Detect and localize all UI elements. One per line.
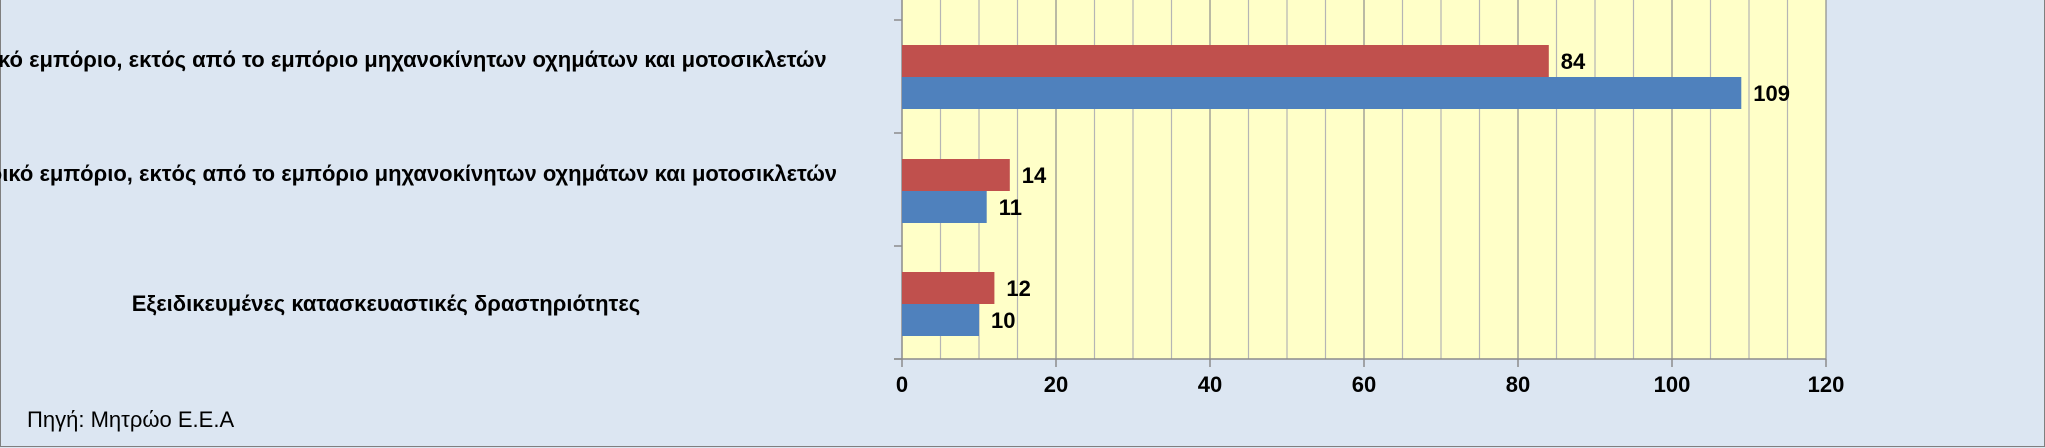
x-tick-label: 60	[1352, 372, 1376, 397]
bar	[902, 272, 995, 304]
data-label: 11	[999, 195, 1022, 220]
bar	[902, 159, 1010, 191]
bar	[902, 45, 1549, 77]
x-tick-label: 80	[1506, 372, 1530, 397]
bar	[902, 304, 979, 336]
bar	[902, 77, 1742, 109]
data-label: 12	[1006, 276, 1030, 301]
x-tick-label: 100	[1654, 372, 1691, 397]
source-note: Πηγή: Μητρώο Ε.Ε.Α	[27, 407, 235, 432]
category-label-retail: Λιανικό εμπόριο, εκτός από το εμπόριο μη…	[0, 47, 827, 72]
x-tick-label: 0	[896, 372, 908, 397]
data-label: 10	[991, 308, 1015, 333]
category-label-wholesale: Χονδρικό εμπόριο, εκτός από το εμπόριο μ…	[0, 161, 838, 186]
data-label: 84	[1561, 49, 1586, 74]
x-tick-label: 40	[1198, 372, 1222, 397]
category-label-construction: Εξειδικευμένες κατασκευαστικές δραστηριό…	[131, 291, 641, 316]
data-label: 109	[1753, 81, 1790, 106]
data-label: 14	[1022, 163, 1047, 188]
bar	[902, 191, 987, 223]
x-tick-label: 20	[1044, 372, 1068, 397]
x-tick-label: 120	[1808, 372, 1845, 397]
